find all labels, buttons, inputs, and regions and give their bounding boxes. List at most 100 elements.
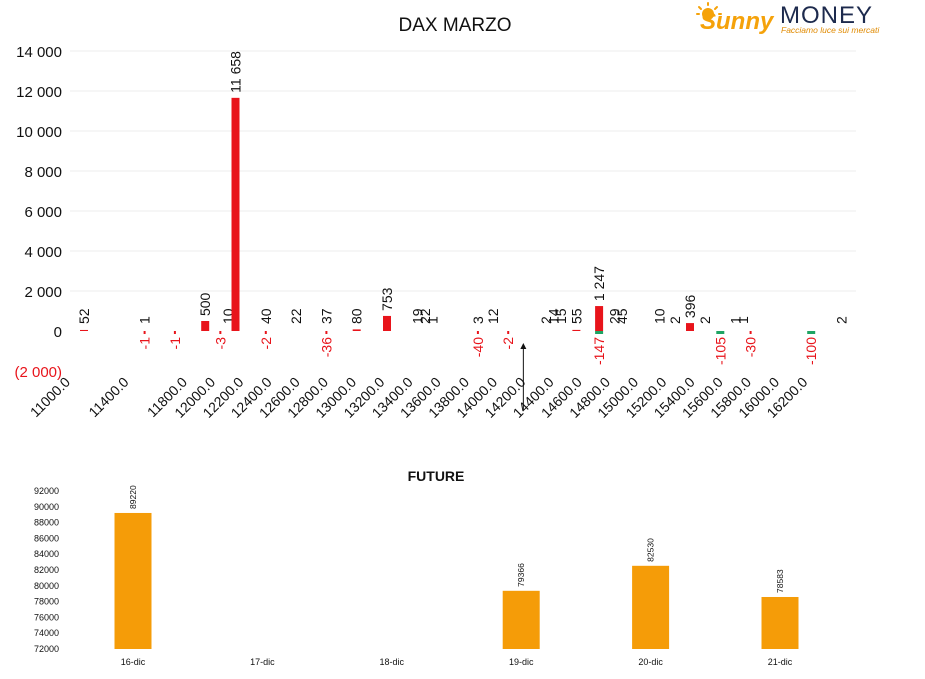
future-y-tick-label: 72000: [34, 644, 59, 654]
call-bar: [231, 97, 240, 331]
call-data-label: 80: [349, 308, 365, 324]
y-tick-label: 0: [54, 324, 62, 341]
price-marker-arrow: [520, 343, 527, 349]
call-data-label: 753: [379, 287, 395, 311]
future-bar: [632, 565, 670, 649]
call-bar: [352, 329, 361, 331]
put-data-label: -30: [743, 337, 759, 357]
put-data-label: -147: [591, 337, 607, 365]
future-chart-title: FUTURE: [408, 468, 465, 484]
call-data-label: 14: [546, 308, 562, 324]
future-y-tick-label: 74000: [34, 628, 59, 638]
put-data-label: -105: [712, 337, 728, 365]
put-data-label: -1: [137, 337, 153, 350]
future-data-label: 79366: [516, 563, 526, 587]
put-bar: [716, 331, 725, 334]
future-bar: [502, 590, 540, 649]
call-data-label: 2: [538, 316, 554, 324]
future-data-label: 82530: [646, 538, 656, 562]
y-tick-label: 10 000: [16, 124, 62, 141]
call-data-label: 396: [682, 295, 698, 319]
y-tick-label: 12 000: [16, 84, 62, 101]
put-bar: [595, 331, 604, 334]
y-tick-label: 6 000: [24, 204, 62, 221]
call-data-label: 1: [137, 316, 153, 324]
call-data-label: 55: [568, 308, 584, 324]
call-data-label: 37: [318, 308, 334, 324]
call-data-label: 2: [667, 316, 683, 324]
future-x-tick-label: 21-dic: [768, 657, 793, 667]
future-data-label: 78583: [775, 569, 785, 593]
y-tick-label: (2 000): [14, 364, 62, 381]
chart-title: DAX MARZO: [399, 15, 512, 36]
put-data-label: -2: [258, 337, 274, 350]
call-bar: [572, 329, 581, 331]
call-bar: [383, 315, 391, 331]
call-data-label: 500: [197, 292, 213, 316]
call-data-label: 3: [470, 316, 486, 324]
logo-tagline: Facciamo luce sui mercati: [781, 25, 880, 35]
call-data-label: 1: [727, 316, 743, 324]
future-y-tick-label: 84000: [34, 549, 59, 559]
future-y-tick-label: 76000: [34, 612, 59, 622]
call-data-label: 1 247: [591, 266, 607, 301]
future-bar: [114, 512, 152, 649]
call-data-label: 29: [606, 308, 622, 324]
future-x-tick-label: 19-dic: [509, 657, 534, 667]
put-data-label: -36: [318, 337, 334, 357]
future-y-tick-label: 82000: [34, 565, 59, 575]
future-x-tick-label: 20-dic: [638, 657, 663, 667]
call-data-label: 2: [697, 316, 713, 324]
future-y-tick-label: 80000: [34, 581, 59, 591]
put-data-label: -40: [470, 337, 486, 357]
future-y-tick-label: 78000: [34, 597, 59, 607]
put-data-label: -1: [167, 337, 183, 350]
call-data-label: 45: [614, 308, 630, 324]
put-data-label: -2: [500, 337, 516, 350]
call-data-label: 10: [652, 308, 668, 324]
call-data-label: 40: [258, 308, 274, 324]
put-data-label: -3: [212, 337, 228, 350]
future-x-tick-label: 18-dic: [380, 657, 405, 667]
sunny-money-logo: Sunny MONEY Facciamo luce sui mercati: [694, 2, 904, 38]
call-bar: [686, 323, 694, 331]
call-data-label: 2: [834, 316, 850, 324]
put-data-label: -100: [803, 337, 819, 365]
put-bar: [749, 331, 752, 334]
put-bar: [173, 331, 176, 334]
call-bar: [80, 329, 88, 331]
future-y-tick-label: 86000: [34, 533, 59, 543]
y-tick-label: 4 000: [24, 244, 62, 261]
call-data-label: 22: [288, 308, 304, 324]
call-data-label: 1: [735, 316, 751, 324]
y-tick-label: 2 000: [24, 284, 62, 301]
future-y-tick-label: 90000: [34, 502, 59, 512]
future-bar: [761, 596, 799, 649]
put-bar: [476, 331, 479, 334]
logo-word-money: MONEY: [780, 2, 873, 29]
future-x-tick-label: 16-dic: [121, 657, 146, 667]
put-bar: [219, 331, 222, 334]
call-data-label: 1: [424, 316, 440, 324]
put-bar: [807, 331, 816, 334]
future-x-tick-label: 17-dic: [250, 657, 275, 667]
x-tick-label: 11400.0: [85, 374, 132, 421]
y-tick-label: 8 000: [24, 164, 62, 181]
y-tick-label: 14 000: [16, 44, 62, 61]
call-bar: [595, 306, 604, 331]
call-data-label: 11 658: [228, 51, 244, 93]
call-data-label: 12: [485, 308, 501, 324]
future-y-tick-label: 88000: [34, 518, 59, 528]
logo-word-sunny: Sunny: [700, 8, 775, 35]
call-data-label: 22: [417, 308, 433, 324]
future-data-label: 89220: [128, 485, 138, 509]
put-bar: [507, 331, 510, 334]
put-bar: [143, 331, 146, 334]
sun-icon: [696, 2, 722, 20]
call-data-label: 52: [76, 308, 92, 324]
future-y-tick-label: 92000: [34, 486, 59, 496]
call-data-label: 19: [409, 308, 425, 324]
future-chart: FUTURE 92000 90000 88000 86000 84000 82000 8000…: [34, 468, 799, 667]
